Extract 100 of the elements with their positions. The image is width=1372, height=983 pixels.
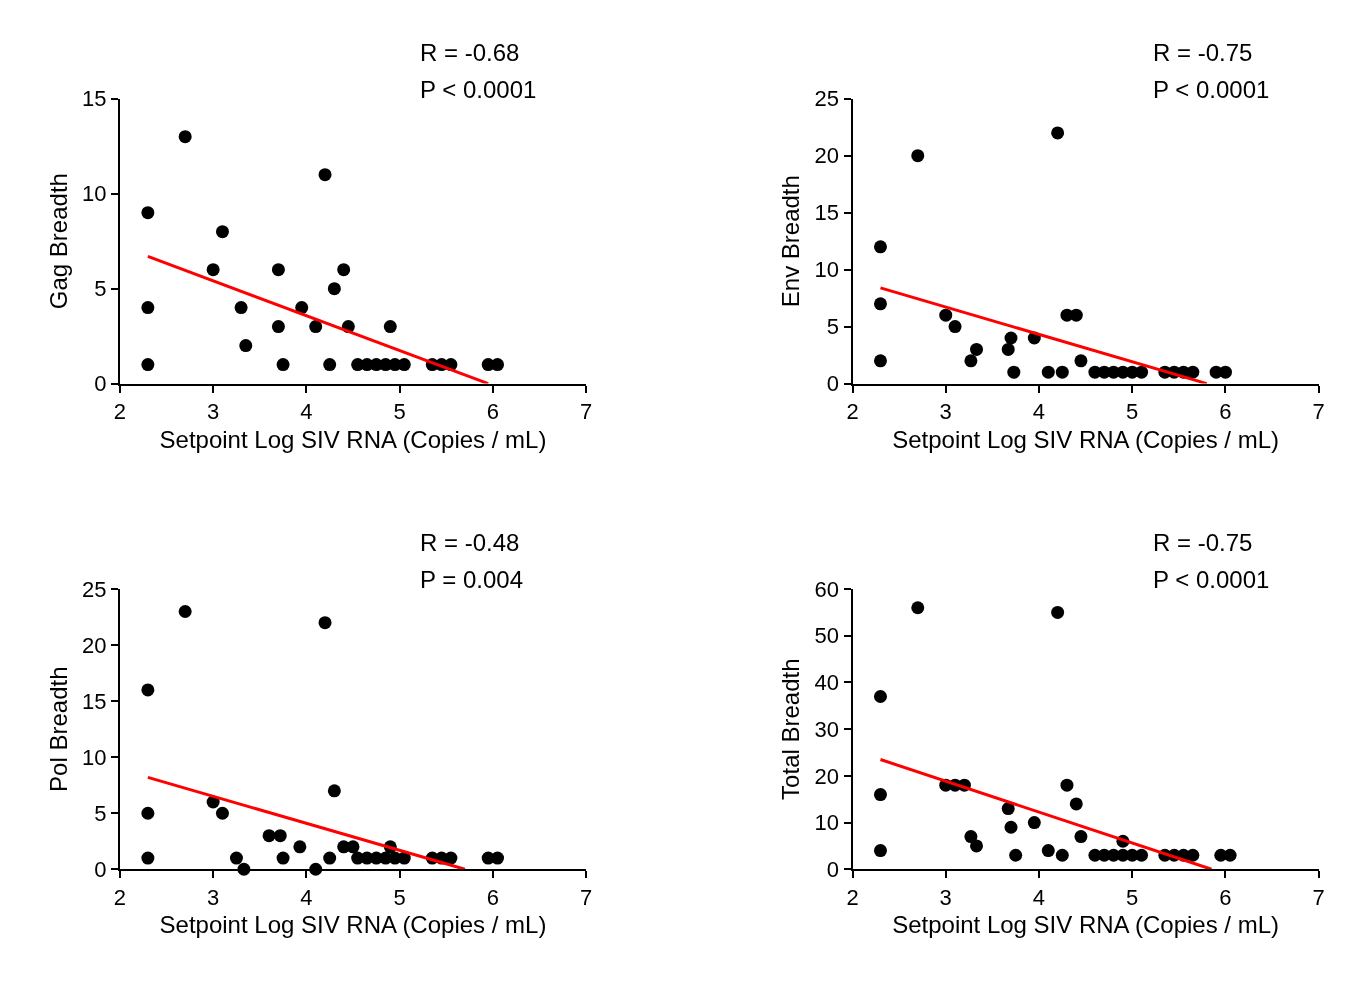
point (873, 689, 887, 703)
point (1041, 365, 1055, 379)
point (491, 851, 505, 865)
y-tick-label: 25 (82, 576, 107, 602)
point (309, 320, 323, 334)
point (1001, 342, 1015, 356)
x-tick-label: 4 (300, 884, 313, 910)
point (939, 308, 953, 322)
point (178, 604, 192, 618)
point (327, 282, 341, 296)
x-axis-title: Setpoint Log SIV RNA (Copies / mL) (159, 425, 547, 453)
point (1007, 365, 1021, 379)
point (323, 358, 337, 372)
point (873, 297, 887, 311)
point (215, 225, 229, 239)
point (318, 616, 332, 630)
y-tick-label: 5 (826, 314, 840, 340)
x-tick-label: 4 (1032, 884, 1046, 910)
point (911, 601, 925, 615)
y-tick-label: 25 (814, 86, 840, 112)
y-tick-label: 10 (82, 744, 107, 770)
y-tick-label: 40 (814, 670, 840, 696)
x-tick-label: 2 (113, 884, 127, 910)
point (1027, 816, 1041, 830)
point (271, 263, 285, 277)
point (911, 149, 925, 163)
x-tick-label: 4 (1032, 398, 1046, 424)
x-tick-label: 6 (1219, 884, 1232, 910)
x-tick-label: 5 (1126, 884, 1139, 910)
point (206, 263, 220, 277)
y-axis-title: Total Breadth (777, 658, 805, 800)
point (948, 320, 962, 334)
point (1060, 778, 1074, 792)
point (1041, 844, 1055, 858)
x-tick-label: 7 (579, 398, 593, 424)
point (215, 806, 229, 820)
x-tick-label: 3 (207, 398, 220, 424)
y-tick-label: 0 (94, 371, 107, 397)
y-tick-label: 50 (814, 623, 840, 649)
point (1186, 848, 1200, 862)
x-tick-label: 6 (486, 398, 499, 424)
point (276, 851, 290, 865)
x-tick-label: 7 (579, 884, 593, 910)
x-tick-label: 3 (207, 884, 220, 910)
point (970, 342, 984, 356)
point (229, 851, 243, 865)
point (293, 840, 307, 854)
y-tick-label: 5 (94, 800, 107, 826)
point (1055, 848, 1069, 862)
point (141, 358, 155, 372)
annotation: P < 0.0001 (420, 76, 537, 103)
point (1069, 797, 1083, 811)
point (1055, 365, 1069, 379)
y-tick-label: 30 (814, 716, 840, 742)
point (141, 806, 155, 820)
point (873, 354, 887, 368)
x-axis-title: Setpoint Log SIV RNA (Copies / mL) (892, 425, 1280, 453)
point (1135, 365, 1149, 379)
point (141, 206, 155, 220)
x-tick-label: 5 (393, 398, 406, 424)
point (444, 851, 458, 865)
x-tick-label: 2 (846, 884, 859, 910)
y-tick-label: 10 (814, 810, 840, 836)
point (1135, 848, 1149, 862)
point (873, 240, 887, 254)
y-tick-label: 20 (82, 632, 107, 658)
text: R = -0.68 (420, 39, 520, 66)
point (318, 168, 332, 182)
y-tick-label: 20 (814, 143, 840, 169)
x-tick-label: 6 (486, 884, 499, 910)
point (276, 358, 290, 372)
point (1074, 830, 1088, 844)
x-tick-label: 7 (1312, 398, 1325, 424)
y-tick-label: 5 (94, 276, 107, 302)
x-tick-label: 3 (939, 398, 952, 424)
point (1186, 365, 1200, 379)
point (970, 839, 984, 853)
y-axis-title: Gag Breadth (44, 173, 72, 310)
text: R = -0.75 (1153, 39, 1253, 66)
point (141, 683, 155, 697)
point (1004, 820, 1018, 834)
y-tick-label: 20 (814, 763, 840, 789)
point (273, 829, 287, 843)
point (873, 844, 887, 858)
x-axis-title: Setpoint Log SIV RNA (Copies / mL) (892, 911, 1280, 939)
y-axis-title: Env Breadth (777, 175, 805, 308)
point (1051, 605, 1065, 619)
x-tick-label: 5 (1126, 398, 1139, 424)
point (1001, 802, 1015, 816)
x-tick-label: 2 (113, 398, 127, 424)
point (346, 840, 360, 854)
annotation: P < 0.0001 (1153, 566, 1270, 593)
point (964, 830, 978, 844)
point (964, 354, 978, 368)
annotation: P = 0.004 (420, 566, 523, 593)
point (141, 851, 155, 865)
point (1009, 848, 1023, 862)
y-tick-label: 0 (826, 371, 840, 397)
point (1051, 126, 1065, 140)
x-tick-label: 6 (1219, 398, 1232, 424)
